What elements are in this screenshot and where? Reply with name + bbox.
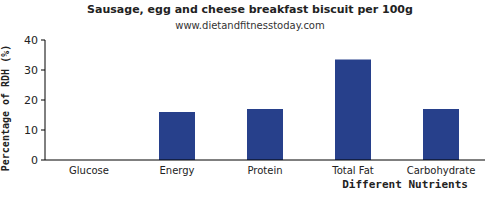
chart-svg: Sausage, egg and cheese breakfast biscui… <box>0 0 500 200</box>
x-tick-label: Protein <box>247 165 282 176</box>
title: Sausage, egg and cheese breakfast biscui… <box>87 3 413 16</box>
y-tick-label: 40 <box>24 34 38 47</box>
chart-container: Sausage, egg and cheese breakfast biscui… <box>0 0 500 200</box>
x-axis-label: Different Nutrients <box>342 178 468 191</box>
x-tick-label: Glucose <box>69 165 109 176</box>
y-tick <box>41 70 45 71</box>
bar <box>423 109 459 160</box>
x-tick-label: Carbohydrate <box>407 165 476 176</box>
y-axis-label: Percentage of RDH (%) <box>0 45 11 171</box>
y-tick <box>41 130 45 131</box>
x-tick-label: Energy <box>159 165 194 176</box>
y-tick-label: 0 <box>31 154 38 167</box>
bars <box>159 60 459 161</box>
bar <box>335 60 371 161</box>
x-axis <box>45 160 485 161</box>
subtitle: www.dietandfitnesstoday.com <box>175 20 324 31</box>
y-tick <box>41 160 45 161</box>
y-tick-label: 10 <box>24 124 38 137</box>
y-tick <box>41 100 45 101</box>
x-tick-label: Total Fat <box>331 165 373 176</box>
bar <box>247 109 283 160</box>
y-tick-label: 20 <box>24 94 38 107</box>
bar <box>159 112 195 160</box>
y-tick-label: 30 <box>24 64 38 77</box>
y-tick <box>41 40 45 41</box>
